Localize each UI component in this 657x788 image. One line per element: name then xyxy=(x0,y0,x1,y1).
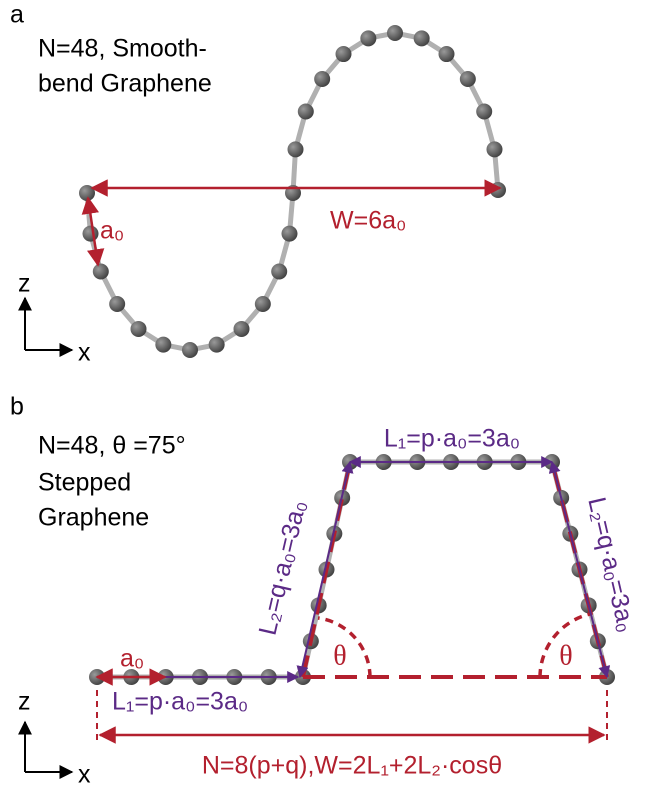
l2-label: L₂=q·a₀=3a₀ xyxy=(254,498,312,638)
atom xyxy=(336,46,352,62)
atom xyxy=(439,46,455,62)
atom xyxy=(255,296,271,312)
atom xyxy=(476,104,492,120)
l1-label: L₁=p·a₀=3a₀ xyxy=(384,425,520,453)
atom xyxy=(490,182,506,198)
panel-label: a xyxy=(10,1,24,29)
atom xyxy=(131,321,147,337)
title-line: N=48, Smooth- xyxy=(38,35,207,63)
atom xyxy=(288,141,304,157)
formula: N=8(p+q),W=2L₁+2L₂·cosθ xyxy=(202,752,502,780)
bond-chain xyxy=(97,462,607,677)
x-label: x xyxy=(78,339,91,367)
a0-label: a₀ xyxy=(100,217,124,245)
atom xyxy=(360,30,376,46)
atom xyxy=(271,264,287,280)
atom xyxy=(182,342,198,358)
a0-label: a₀ xyxy=(120,645,144,673)
panel-label: b xyxy=(10,393,24,421)
z-label: z xyxy=(18,688,31,716)
atom xyxy=(387,25,403,41)
atom-chains xyxy=(79,25,615,685)
atom xyxy=(155,337,171,353)
atom xyxy=(93,264,109,280)
atom xyxy=(234,321,250,337)
title-line: Graphene xyxy=(38,504,149,532)
atom xyxy=(83,226,99,242)
title-line: N=48, θ =75° xyxy=(38,432,186,460)
theta-label: θ xyxy=(333,640,346,671)
x-label: x xyxy=(78,761,91,788)
atom xyxy=(209,337,225,353)
atom xyxy=(281,226,297,242)
theta-label: θ xyxy=(559,640,572,671)
atom xyxy=(298,104,314,120)
title-line: Stepped xyxy=(38,469,131,497)
atom xyxy=(460,71,476,87)
z-label: z xyxy=(18,270,31,298)
width-label: W=6a₀ xyxy=(330,207,406,235)
atom xyxy=(414,30,430,46)
l1-label: L₁=p·a₀=3a₀ xyxy=(112,688,248,716)
title-line: bend Graphene xyxy=(38,70,212,98)
atom xyxy=(486,141,502,157)
atom xyxy=(109,296,125,312)
figure: a N=48, Smooth- bend Graphene a₀ W=6a₀ z… xyxy=(0,0,657,788)
atom xyxy=(314,71,330,87)
